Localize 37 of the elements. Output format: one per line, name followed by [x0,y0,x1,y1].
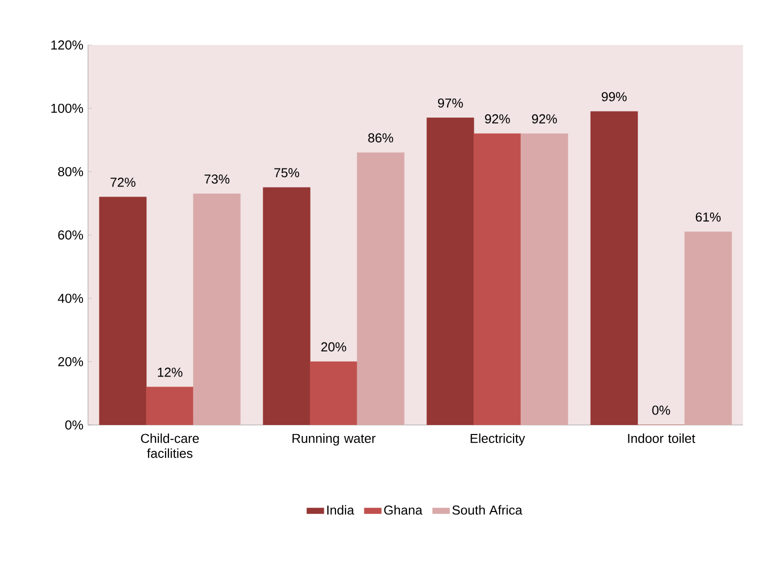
data-label: 97% [438,98,463,108]
y-tick-label: 120% [51,40,84,50]
data-label: 92% [532,114,557,124]
bar [193,194,241,425]
bar [426,118,474,425]
data-label: 0% [652,406,670,415]
data-label: 99% [602,92,627,102]
bar [146,386,194,425]
data-label: 20% [321,342,346,352]
bar [474,133,522,425]
bar [262,187,310,425]
data-label: 92% [485,114,510,124]
y-tick-label: 60% [58,230,84,240]
y-tick-label: 100% [51,104,84,113]
data-label: 72% [110,178,136,187]
data-label: 75% [274,168,300,178]
legend-label: Ghana [384,505,422,515]
bar [590,111,638,425]
data-label: 73% [204,174,230,184]
bar [356,152,404,425]
legend-label: India [327,505,354,515]
data-label: 86% [368,133,394,142]
bar [520,133,568,425]
y-tick-label: 80% [58,167,84,176]
legend-label: South Africa [452,505,522,515]
y-tick-label: 0% [65,420,84,430]
bar [310,361,358,425]
x-tick-label: Running water [292,433,376,446]
bar [684,232,732,425]
x-tick-label: Electricity [470,433,526,446]
x-tick-label: Child-care facilities [141,433,199,458]
data-label: 12% [158,368,182,377]
data-label: 61% [696,212,721,222]
bar [99,196,147,425]
x-tick-label: Indoor toilet [628,433,696,443]
y-tick-label: 20% [58,357,84,366]
y-tick-label: 40% [58,294,84,303]
